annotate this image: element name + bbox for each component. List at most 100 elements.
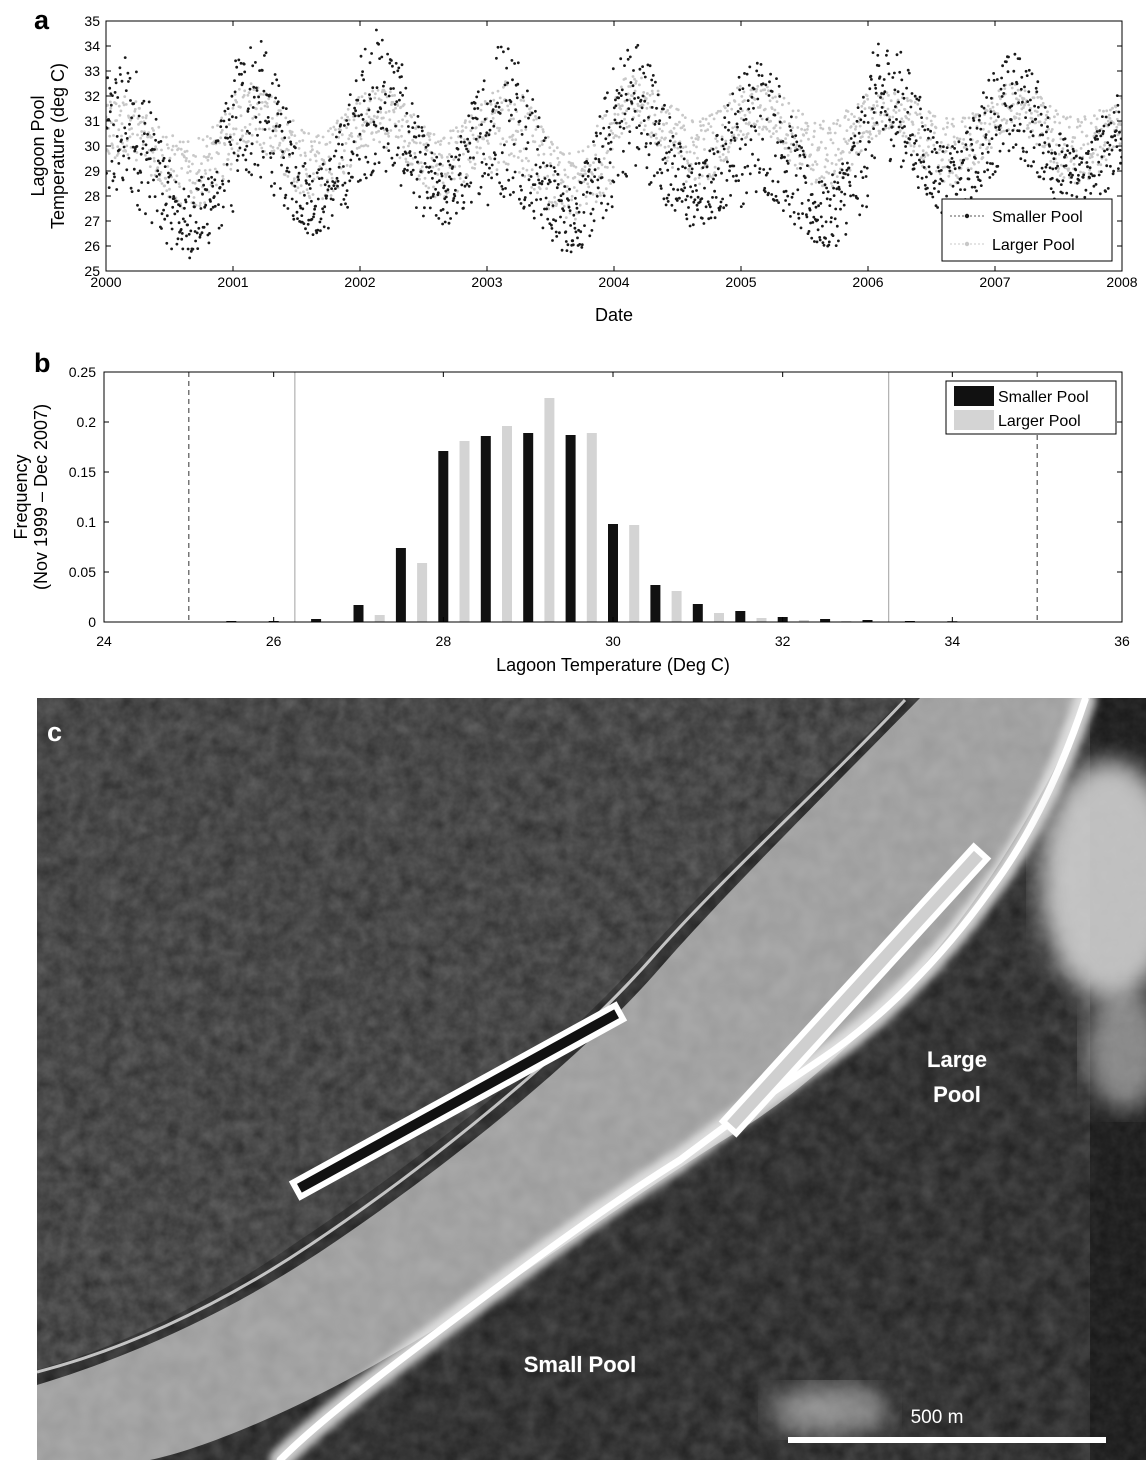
data-point [189,229,193,233]
data-point [1026,100,1030,103]
data-point [411,168,415,172]
data-point [246,93,250,97]
data-point [596,178,600,182]
data-point [1062,176,1066,179]
data-point [656,93,660,97]
data-point [224,101,228,105]
data-point [799,139,803,143]
data-point [1023,103,1026,107]
data-point [370,131,374,135]
data-point [612,121,616,125]
data-point [665,159,669,163]
data-point [526,141,530,145]
data-point [464,126,468,129]
data-point [713,216,717,220]
data-point [151,150,155,154]
data-point [893,71,896,75]
data-point [745,72,749,76]
data-point [355,153,359,157]
data-point [745,191,748,195]
data-point [339,166,343,170]
data-point [1034,121,1038,125]
data-point [480,120,484,124]
data-point [664,136,667,140]
data-point [751,101,754,105]
data-point [1098,192,1102,196]
data-point [877,64,881,67]
data-point [304,154,307,158]
data-point [381,126,385,130]
data-point [774,95,777,99]
data-point [1043,141,1047,145]
data-point [116,96,120,99]
data-point [355,102,359,105]
data-point [712,177,715,181]
data-point [904,135,908,138]
data-point [740,173,744,176]
data-point [236,154,240,158]
data-point [1097,170,1101,174]
data-point [273,73,277,76]
data-point [723,106,727,110]
data-point [887,62,890,65]
data-point [710,180,713,184]
data-point [1099,163,1103,167]
data-point [636,104,640,108]
data-point [326,180,329,184]
data-point [224,112,227,116]
data-point [1054,109,1058,112]
data-point [665,121,668,125]
data-point [713,165,717,169]
data-point [464,176,468,180]
data-point [204,172,208,175]
data-point [727,145,731,149]
data-point [1013,124,1016,127]
data-point [498,96,502,100]
data-point [233,93,237,96]
data-point [359,178,362,182]
data-point [1071,173,1074,177]
data-point [603,165,607,169]
data-point [499,45,503,49]
data-point [1070,194,1074,197]
data-point [969,196,973,199]
data-point [1104,158,1108,162]
data-point [427,135,431,138]
data-point [628,85,632,88]
data-point [572,222,576,225]
data-point [385,146,388,150]
coastal-road [37,698,907,1374]
data-point [511,78,514,82]
data-point [391,94,394,97]
data-point [983,170,986,174]
data-point [280,163,283,167]
data-point [803,128,807,132]
data-point [878,75,882,79]
data-point [787,203,791,206]
data-point [248,100,251,103]
data-point [432,185,435,189]
data-point [148,165,152,169]
data-point [877,94,880,98]
data-point [270,170,274,174]
data-point [495,56,498,60]
data-point [684,180,688,184]
data-point [109,103,113,107]
data-point [884,124,888,128]
data-point [371,86,375,90]
data-point [401,93,404,97]
data-point [269,156,273,160]
data-point [845,129,849,133]
data-point [1037,105,1040,109]
data-point [372,120,376,124]
data-point [726,160,729,164]
data-point [148,157,152,161]
data-point [691,120,695,124]
data-point [703,148,706,151]
data-point [329,157,332,161]
data-point [834,163,838,166]
data-point [154,117,158,121]
data-point [597,158,601,161]
data-point [321,207,324,211]
data-point [211,125,215,129]
